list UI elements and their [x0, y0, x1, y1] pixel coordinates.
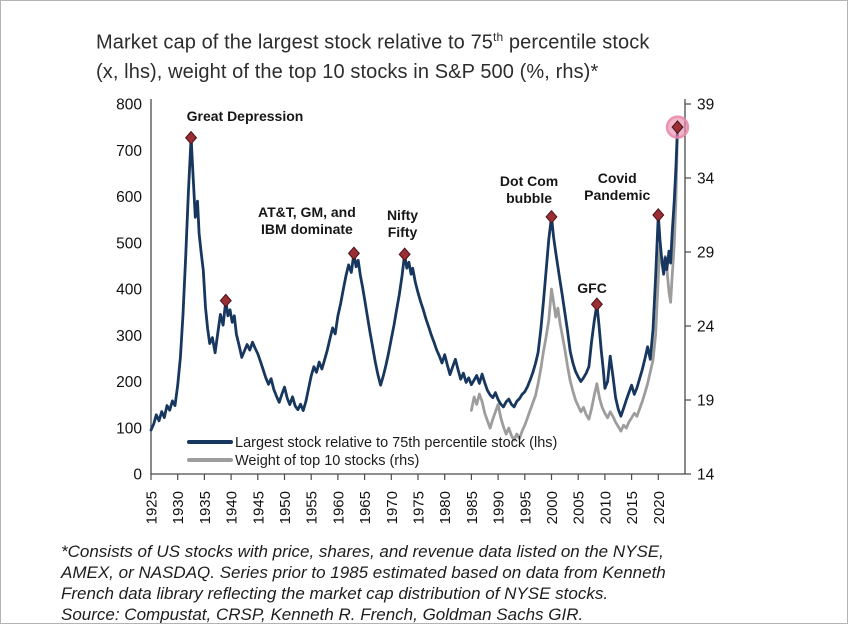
x-tick-label: 1935	[197, 491, 214, 524]
annotation-label: Covid Pandemic	[584, 170, 650, 203]
x-tick-label: 1925	[144, 491, 161, 524]
annotation-label: AT&T, GM, and IBM dominate	[258, 204, 356, 237]
x-tick-label: 2020	[651, 491, 668, 524]
annotation-label: Dot Com bubble	[500, 173, 558, 206]
left-axis-tick-label: 0	[133, 467, 142, 484]
source-line: Source: Compustat, CRSP, Kenneth R. Fren…	[61, 605, 584, 624]
event-marker-diamond	[219, 293, 232, 308]
chart-footnote: *Consists of US stocks with price, share…	[61, 541, 666, 624]
x-tick-label: 2010	[597, 491, 614, 524]
title-line-1: Market cap of the largest stock relative…	[96, 23, 649, 58]
x-tick-label: 1930	[170, 491, 187, 524]
annotation-label: GFC	[577, 280, 607, 296]
x-tick-label: 2000	[544, 491, 561, 524]
x-tick-label: 2005	[571, 491, 588, 524]
annotation-label: Nifty Fifty	[387, 207, 418, 240]
event-marker-diamond	[398, 247, 411, 262]
left-axis-tick-label: 600	[116, 189, 142, 206]
title-line-2: (x, lhs), weight of the top 10 stocks in…	[96, 60, 599, 83]
right-axis-tick-label: 39	[697, 97, 714, 114]
event-marker-diamond	[671, 120, 684, 135]
event-marker-diamond	[652, 208, 665, 222]
title-text: percentile stock	[503, 31, 650, 54]
x-tick-label: 1990	[491, 491, 508, 524]
chart-title: Market cap of the largest stock relative…	[96, 23, 649, 87]
series-line-lhs	[149, 125, 679, 432]
footnote-line: *Consists of US stocks with price, share…	[61, 542, 664, 561]
event-marker-diamond	[545, 209, 558, 224]
x-tick-label: 1965	[357, 491, 374, 524]
event-marker-diamond	[590, 297, 603, 312]
x-tick-label: 1955	[304, 491, 321, 524]
x-tick-label: 1985	[464, 491, 481, 524]
left-axis-tick-label: 200	[116, 374, 142, 391]
annotation-label: Great Depression	[187, 108, 304, 124]
legend-label: Largest stock relative to 75th percentil…	[235, 435, 557, 451]
x-tick-label: 1940	[224, 491, 241, 524]
x-tick-label: 2015	[624, 491, 641, 524]
title-superscript: th	[493, 30, 504, 44]
right-axis-tick-label: 34	[697, 171, 715, 188]
event-marker-diamond	[347, 246, 360, 261]
right-axis-tick-label: 29	[697, 245, 714, 262]
right-axis-tick-label: 14	[697, 467, 715, 484]
left-axis-tick-label: 100	[116, 420, 142, 437]
legend-label: Weight of top 10 stocks (rhs)	[235, 453, 419, 469]
right-axis-tick-label: 19	[697, 393, 714, 410]
series-line-rhs	[469, 126, 679, 442]
x-tick-label: 1995	[517, 491, 534, 524]
x-tick-label: 1950	[277, 491, 294, 524]
x-tick-label: 1975	[411, 491, 428, 524]
x-tick-label: 1960	[330, 491, 347, 524]
x-tick-label: 1980	[437, 491, 454, 524]
title-text: Market cap of the largest stock relative…	[96, 31, 494, 54]
left-axis-tick-label: 500	[116, 235, 142, 252]
left-axis-tick-label: 700	[116, 143, 142, 160]
x-tick-label: 1945	[250, 491, 267, 524]
footnote-line: AMEX, or NASDAQ. Series prior to 1985 es…	[61, 563, 666, 582]
left-axis-tick-label: 300	[116, 328, 142, 345]
left-axis-tick-label: 400	[116, 282, 142, 299]
footnote-line: French data library reflecting the marke…	[61, 584, 609, 603]
event-marker-diamond	[184, 130, 198, 145]
x-tick-label: 1970	[384, 491, 401, 524]
right-axis-tick-label: 24	[697, 319, 715, 336]
left-axis-tick-label: 800	[116, 97, 142, 114]
